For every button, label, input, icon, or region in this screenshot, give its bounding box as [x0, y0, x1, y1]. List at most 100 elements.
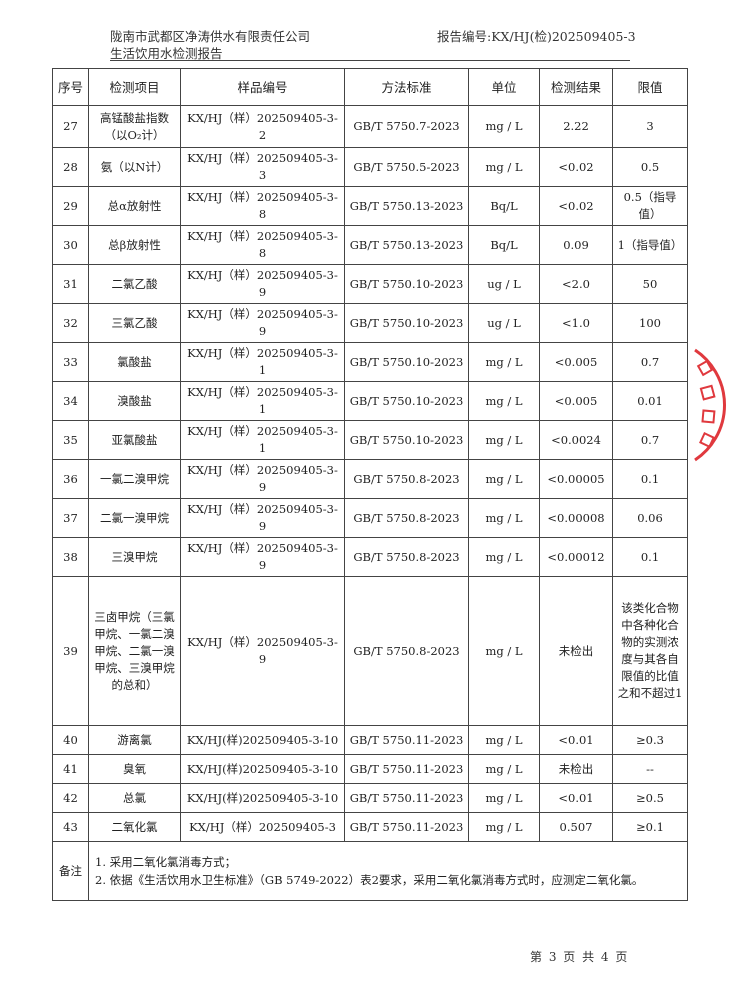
column-header: 样品编号: [180, 68, 345, 106]
cell-result: <0.01: [539, 783, 613, 813]
cell-result: 未检出: [539, 754, 613, 784]
cell-unit: Bq/L: [468, 225, 540, 265]
cell-sample: KX/HJ（样）202509405-3-9: [180, 264, 345, 304]
cell-item: 亚氯酸盐: [88, 420, 181, 460]
column-header: 方法标准: [344, 68, 469, 106]
column-header: 检测结果: [539, 68, 613, 106]
cell-limit: ≥0.1: [612, 812, 688, 842]
cell-no: 41: [52, 754, 89, 784]
cell-item: 二氯乙酸: [88, 264, 181, 304]
cell-result: <0.00005: [539, 459, 613, 499]
cell-limit: 50: [612, 264, 688, 304]
cell-item: 溴酸盐: [88, 381, 181, 421]
cell-item: 三氯乙酸: [88, 303, 181, 343]
notes-label: 备注: [52, 841, 89, 901]
cell-sample: KX/HJ（样）202509405-3-3: [180, 147, 345, 187]
cell-unit: mg / L: [468, 498, 540, 538]
page-number: 第 3 页 共 4 页: [530, 950, 628, 964]
cell-item: 二氯一溴甲烷: [88, 498, 181, 538]
table-row: 32 三氯乙酸 KX/HJ（样）202509405-3-9 GB/T 5750.10-…: [52, 303, 688, 343]
table-row: 27 高锰酸盐指数（以O₂计） KX/HJ（样）202509405-3-2 GB/T …: [52, 105, 688, 148]
cell-result: 0.507: [539, 812, 613, 842]
cell-unit: mg / L: [468, 783, 540, 813]
cell-item: 臭氧: [88, 754, 181, 784]
notes-content: 1. 采用二氧化氯消毒方式； 2. 依据《生活饮用水卫生标准》（GB 5749-2…: [88, 841, 688, 901]
cell-no: 43: [52, 812, 89, 842]
cell-limit: ≥0.3: [612, 725, 688, 755]
table-row: 28 氨（以N计） KX/HJ（样）202509405-3-3 GB/T 5750.5…: [52, 147, 688, 187]
cell-method: GB/T 5750.13-2023: [344, 225, 469, 265]
cell-method: GB/T 5750.10-2023: [344, 420, 469, 460]
table-row: 38 三溴甲烷 KX/HJ（样）202509405-3-9 GB/T 5750.8-2…: [52, 537, 688, 577]
cell-sample: KX/HJ（样）202509405-3-1: [180, 381, 345, 421]
cell-result: <0.005: [539, 342, 613, 382]
cell-unit: mg / L: [468, 812, 540, 842]
cell-no: 40: [52, 725, 89, 755]
cell-unit: mg / L: [468, 105, 540, 148]
cell-item: 高锰酸盐指数（以O₂计）: [88, 105, 181, 148]
cell-unit: mg / L: [468, 147, 540, 187]
cell-limit: 1（指导值）: [612, 225, 688, 265]
cell-method: GB/T 5750.8-2023: [344, 498, 469, 538]
cell-unit: mg / L: [468, 725, 540, 755]
cell-sample: KX/HJ(样)202509405-3-10: [180, 754, 345, 784]
cell-result: <0.00012: [539, 537, 613, 577]
cell-sample: KX/HJ（样）202509405-3-1: [180, 342, 345, 382]
cell-unit: ug / L: [468, 303, 540, 343]
cell-unit: mg / L: [468, 420, 540, 460]
cell-unit: mg / L: [468, 537, 540, 577]
cell-result: 0.09: [539, 225, 613, 265]
cell-no: 37: [52, 498, 89, 538]
cell-unit: mg / L: [468, 576, 540, 726]
table-row: 37 二氯一溴甲烷 KX/HJ（样）202509405-3-9 GB/T 5750.8…: [52, 498, 688, 538]
cell-method: GB/T 5750.10-2023: [344, 303, 469, 343]
cell-method: GB/T 5750.11-2023: [344, 812, 469, 842]
column-header: 限值: [612, 68, 688, 106]
column-header: 序号: [52, 68, 89, 106]
note-line: 2. 依据《生活饮用水卫生标准》（GB 5749-2022）表2要求，采用二氧化…: [95, 873, 644, 887]
cell-item: 总β放射性: [88, 225, 181, 265]
cell-result: <0.01: [539, 725, 613, 755]
cell-no: 34: [52, 381, 89, 421]
cell-method: GB/T 5750.8-2023: [344, 459, 469, 499]
cell-item: 总氯: [88, 783, 181, 813]
table-row: 36 一氯二溴甲烷 KX/HJ（样）202509405-3-9 GB/T 5750.8…: [52, 459, 688, 499]
cell-limit: 0.7: [612, 420, 688, 460]
results-table: 序号 检测项目 样品编号 方法标准 单位 检测结果 限值 27 高锰酸盐指数（以O₂计） KX/…: [52, 68, 688, 901]
table-row: 41 臭氧 KX/HJ(样)202509405-3-10 GB/T 5750.11-2…: [52, 754, 688, 784]
cell-limit: --: [612, 754, 688, 784]
cell-method: GB/T 5750.10-2023: [344, 264, 469, 304]
cell-item: 二氧化氯: [88, 812, 181, 842]
cell-no: 36: [52, 459, 89, 499]
cell-method: GB/T 5750.11-2023: [344, 783, 469, 813]
table-row: 29 总α放射性 KX/HJ（样）202509405-3-8 GB/T 5750.13…: [52, 186, 688, 226]
table-row: 43 二氧化氯 KX/HJ（样）202509405-3 GB/T 5750.11-20…: [52, 812, 688, 842]
cell-method: GB/T 5750.10-2023: [344, 381, 469, 421]
cell-item: 氯酸盐: [88, 342, 181, 382]
column-header: 单位: [468, 68, 540, 106]
cell-limit: 0.01: [612, 381, 688, 421]
cell-item: 游离氯: [88, 725, 181, 755]
cell-unit: ug / L: [468, 264, 540, 304]
cell-no: 35: [52, 420, 89, 460]
cell-item: 三溴甲烷: [88, 537, 181, 577]
cell-result: <0.0024: [539, 420, 613, 460]
table-header-row: 序号 检测项目 样品编号 方法标准 单位 检测结果 限值: [52, 68, 688, 106]
cell-sample: KX/HJ（样）202509405-3-8: [180, 225, 345, 265]
cell-result: 2.22: [539, 105, 613, 148]
cell-method: GB/T 5750.10-2023: [344, 342, 469, 382]
cell-limit: 0.5: [612, 147, 688, 187]
cell-item: 三卤甲烷（三氯甲烷、一氯二溴甲烷、二氯一溴甲烷、三溴甲烷的总和）: [88, 576, 181, 726]
cell-no: 39: [52, 576, 89, 726]
cell-limit: 3: [612, 105, 688, 148]
cell-sample: KX/HJ（样）202509405-3-9: [180, 498, 345, 538]
cell-limit: 100: [612, 303, 688, 343]
cell-limit: 0.1: [612, 537, 688, 577]
cell-no: 28: [52, 147, 89, 187]
cell-method: GB/T 5750.7-2023: [344, 105, 469, 148]
table-row: 33 氯酸盐 KX/HJ（样）202509405-3-1 GB/T 5750.10-2…: [52, 342, 688, 382]
cell-result: <1.0: [539, 303, 613, 343]
cell-unit: mg / L: [468, 754, 540, 784]
company-name: 陇南市武都区净涛供水有限责任公司: [110, 29, 311, 44]
cell-limit: 0.5（指导值）: [612, 186, 688, 226]
